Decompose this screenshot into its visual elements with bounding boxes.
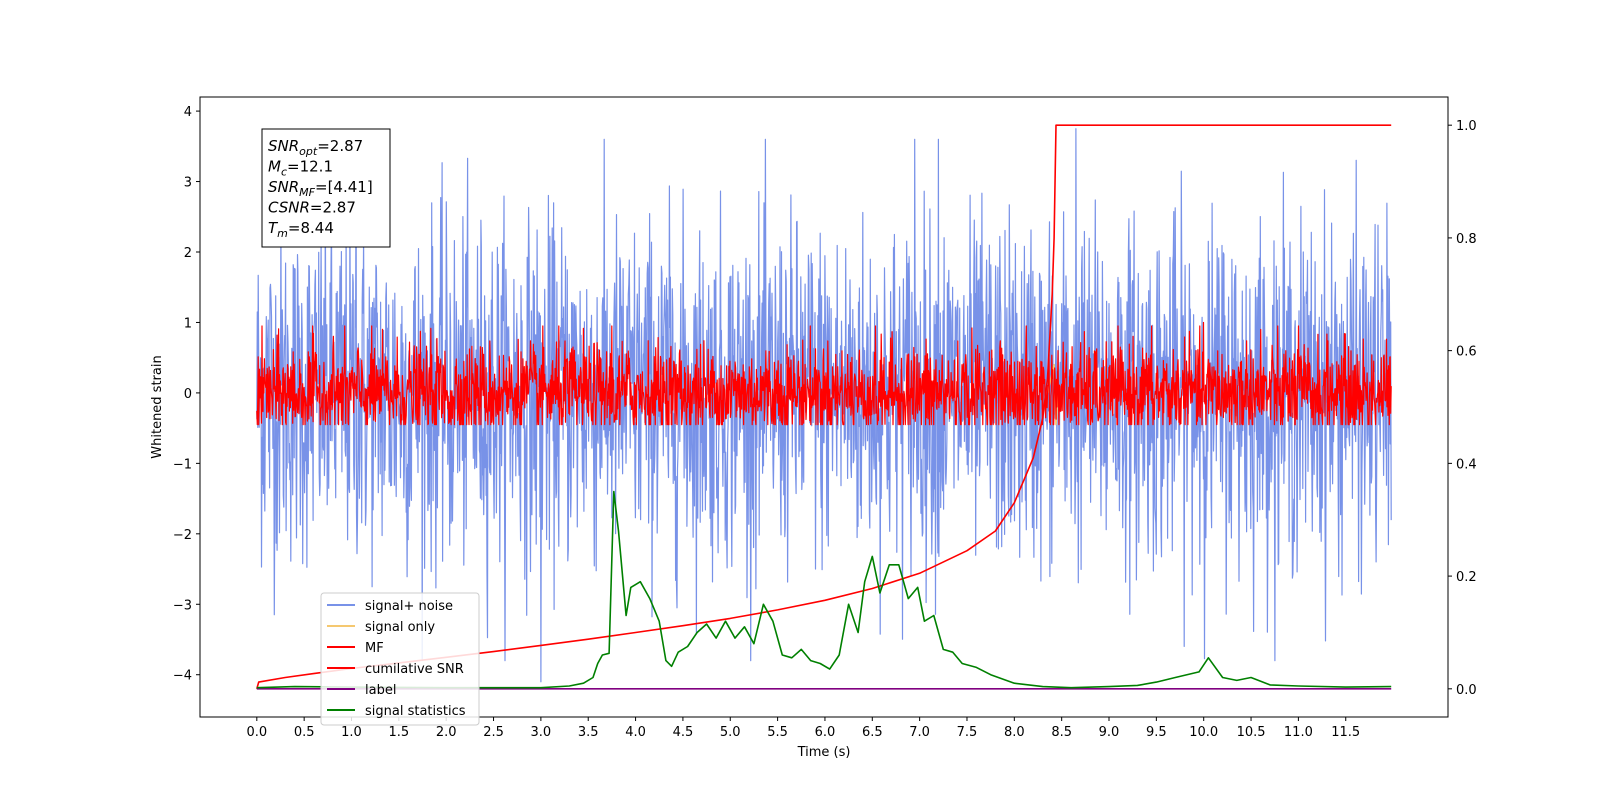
x-tick-label: 0.0: [246, 725, 267, 740]
x-tick-label: 6.0: [815, 725, 836, 740]
legend: signal+ noise signal only MF cumilative SNR…: [320, 592, 480, 726]
y-left-tick-label: −2: [173, 528, 192, 543]
x-tick-label: 11.5: [1331, 725, 1360, 740]
info-box-line: Mc=12.1: [268, 158, 333, 179]
x-tick-label: 5.5: [767, 725, 788, 740]
y-right-tick-label: 0.2: [1456, 570, 1477, 585]
y-left-tick-label: 0: [184, 387, 192, 402]
y-axis-left: 4 3 2 1 0 −1 −2 −3 −4: [173, 105, 200, 684]
y-axis-right: 1.0 0.8 0.6 0.4 0.2 0.0: [1448, 119, 1477, 698]
x-tick-label: 4.5: [673, 725, 694, 740]
x-tick-label: 8.5: [1051, 725, 1072, 740]
y-right-tick-label: 0.6: [1456, 345, 1477, 360]
y-right-tick-label: 1.0: [1456, 119, 1477, 134]
x-tick-label: 3.0: [531, 725, 552, 740]
y-left-tick-label: −3: [173, 598, 192, 613]
x-axis: 0.0 0.5 1.0 1.5 2.0 2.5 3.0 3.5 4.0 4.5 5.0 5.5 6.0 6…: [246, 717, 1360, 740]
info-box-line: CSNR=2.87: [268, 199, 356, 217]
info-box-line: SNRMF=[4.41]: [268, 178, 373, 199]
legend-entry: signal+ noise: [365, 599, 453, 614]
x-tick-label: 2.0: [436, 725, 457, 740]
y-left-tick-label: 3: [184, 176, 192, 191]
y-left-tick-label: 4: [184, 105, 192, 120]
x-axis-label: Time (s): [797, 745, 851, 760]
x-tick-label: 4.0: [625, 725, 646, 740]
x-tick-label: 0.5: [294, 725, 315, 740]
x-tick-label: 7.0: [909, 725, 930, 740]
series-line-5: [256, 490, 1392, 689]
x-tick-label: 2.5: [483, 725, 504, 740]
y-left-tick-label: −1: [173, 457, 192, 472]
y-left-tick-label: 1: [184, 316, 192, 331]
info-box-line: Tm=8.44: [268, 219, 334, 240]
legend-entry: cumilative SNR: [365, 662, 464, 677]
x-tick-label: 8.0: [1004, 725, 1025, 740]
info-box-frame: [261, 128, 391, 248]
y-right-tick-label: 0.4: [1456, 457, 1477, 472]
x-tick-label: 6.5: [862, 725, 883, 740]
y-right-tick-label: 0.8: [1456, 232, 1477, 247]
x-tick-label: 10.0: [1189, 725, 1218, 740]
x-tick-label: 5.0: [720, 725, 741, 740]
y-left-tick-label: 2: [184, 246, 192, 261]
legend-entry: signal only: [365, 620, 435, 635]
y-axis-label: Whitened strain: [150, 355, 165, 458]
plot-frame: [199, 96, 1449, 718]
legend-entry: MF: [365, 641, 384, 656]
series-line-2: [256, 321, 1392, 426]
x-tick-label: 1.5: [389, 725, 410, 740]
legend-frame: [320, 592, 480, 726]
x-tick-label: 11.0: [1284, 725, 1313, 740]
x-tick-label: 9.5: [1146, 725, 1167, 740]
info-box-line: SNRopt=2.87: [268, 137, 363, 158]
x-tick-label: 7.5: [957, 725, 978, 740]
x-tick-label: 10.5: [1237, 725, 1266, 740]
y-left-tick-label: −4: [173, 669, 192, 684]
x-tick-label: 3.5: [578, 725, 599, 740]
y-right-tick-label: 0.0: [1456, 683, 1477, 698]
x-tick-label: 1.0: [341, 725, 362, 740]
legend-entry: signal statistics: [365, 704, 466, 719]
x-tick-label: 9.0: [1099, 725, 1120, 740]
legend-entry: label: [365, 683, 396, 698]
